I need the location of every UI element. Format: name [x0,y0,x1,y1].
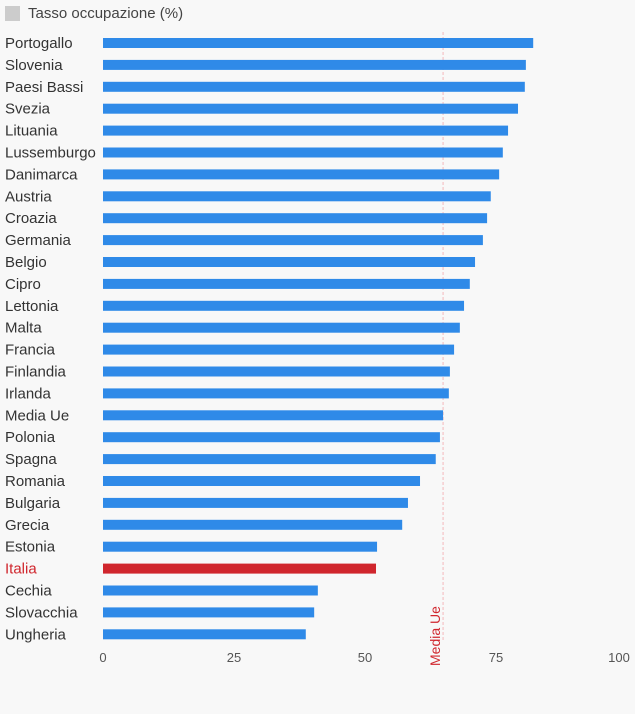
category-label: Austria [5,188,52,205]
category-label: Ungheria [5,626,67,643]
x-tick-label: 0 [99,650,106,665]
x-tick-label: 100 [608,650,630,665]
category-label: Finlandia [5,364,67,381]
category-label: Francia [5,342,56,359]
bar-lussemburgo [103,147,503,158]
bar-spagna [103,454,436,465]
bar-italia [103,563,377,574]
category-label: Belgio [5,254,47,271]
legend-swatch [5,6,20,21]
x-tick-label: 50 [358,650,372,665]
bar-polonia [103,432,440,443]
bar-germania [103,235,483,246]
category-label: Irlanda [5,385,52,402]
bar-cipro [103,278,470,289]
category-label: Media Ue [5,407,69,424]
category-label: Romania [5,473,66,490]
category-label: Malta [5,320,42,337]
bar-croazia [103,213,488,224]
category-label: Germania [5,232,72,249]
category-label: Estonia [5,539,56,556]
category-label: Slovacchia [5,604,78,621]
category-label: Slovenia [5,57,63,74]
category-label: Lussemburgo [5,145,96,162]
bar-grecia [103,519,403,530]
category-label: Lituania [5,123,58,140]
bar-estonia [103,541,378,552]
legend-label: Tasso occupazione (%) [28,5,184,22]
bar-bulgaria [103,497,408,508]
category-label: Bulgaria [5,495,61,512]
bar-portogallo [103,38,534,48]
bar-slovacchia [103,607,315,618]
category-label: Cipro [5,276,41,293]
bar-irlanda [103,388,449,399]
bar-media-ue [103,410,444,421]
bar-danimarca [103,169,500,180]
x-tick-label: 25 [227,650,241,665]
bar-romania [103,476,421,486]
bar-finlandia [103,366,450,377]
bar-lettonia [103,300,465,311]
category-label: Danimarca [5,166,78,183]
bar-paesi-bassi [103,81,525,92]
bar-cechia [103,585,318,596]
bar-malta [103,322,460,333]
category-label: Paesi Bassi [5,79,83,96]
bar-lituania [103,125,509,136]
bar-francia [103,344,455,355]
category-label: Italia [5,561,37,578]
category-label: Grecia [5,517,50,534]
category-label: Svezia [5,101,51,118]
bar-svezia [103,103,519,114]
category-label: Polonia [5,429,56,446]
bar-belgio [103,257,476,267]
category-label: Portogallo [5,35,73,52]
category-label: Cechia [5,583,52,600]
bar-slovenia [103,59,526,70]
category-label: Lettonia [5,298,59,315]
category-label: Spagna [5,451,57,468]
reference-line-label: Media Ue [427,606,443,666]
x-tick-label: 75 [489,650,503,665]
legend: Tasso occupazione (%) [5,5,183,22]
bar-ungheria [103,629,306,640]
category-label: Croazia [5,210,57,227]
bar-austria [103,191,491,202]
